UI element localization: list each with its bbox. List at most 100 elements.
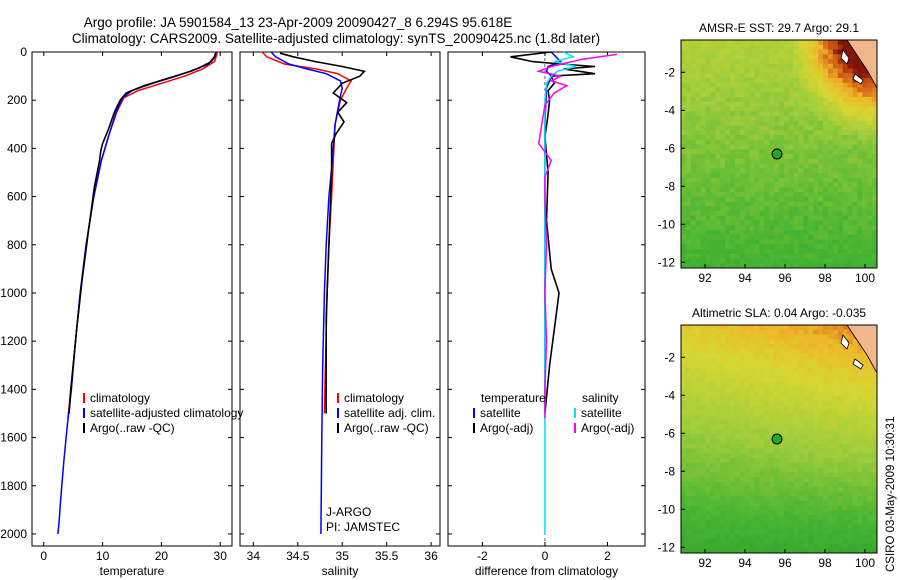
- map-cell: [823, 405, 829, 411]
- map-cell: [734, 82, 741, 88]
- map-cell: [769, 344, 775, 350]
- map-cell: [715, 405, 721, 411]
- map-cell: [681, 73, 687, 79]
- map-cell: [798, 510, 804, 516]
- map-cell: [808, 40, 814, 46]
- map-cell: [705, 139, 711, 145]
- map-cell: [749, 420, 755, 426]
- map-cell: [872, 515, 878, 521]
- map-cell: [793, 135, 799, 141]
- map-cell: [734, 467, 741, 473]
- map-cell: [744, 424, 750, 430]
- map-cell: [759, 358, 765, 364]
- map-cell: [783, 396, 790, 402]
- map-cell: [700, 358, 706, 364]
- map-cell: [730, 78, 736, 84]
- map-cell: [695, 101, 701, 107]
- map-cell: [818, 225, 824, 231]
- map-cell: [725, 87, 731, 93]
- map-cell: [813, 382, 819, 388]
- map-cell: [823, 429, 829, 435]
- map-cell: [754, 68, 760, 74]
- map-cell: [813, 201, 819, 207]
- map-cell: [749, 372, 755, 378]
- map-cell: [739, 477, 746, 483]
- map-cell: [828, 420, 834, 426]
- map-cell: [739, 467, 746, 473]
- map-cell: [793, 68, 799, 74]
- map-cell: [725, 500, 731, 506]
- map-cell: [759, 154, 765, 160]
- map-cell: [779, 239, 785, 245]
- map-cell: [847, 363, 853, 369]
- map-cell: [739, 120, 746, 126]
- map-cell: [837, 54, 844, 60]
- map-cell: [695, 353, 701, 359]
- map-cell: [803, 448, 809, 454]
- map-cell: [837, 125, 844, 131]
- map-cell: [739, 353, 746, 359]
- map-cell: [803, 434, 809, 440]
- map-cell: [828, 500, 834, 506]
- map-cell: [823, 49, 829, 55]
- map-cell: [783, 548, 790, 554]
- map-cell: [764, 429, 770, 435]
- map-cell: [803, 158, 809, 164]
- map-cell: [681, 97, 687, 103]
- map-cell: [857, 168, 863, 174]
- map-cell: [700, 348, 706, 354]
- map-cell: [769, 439, 775, 445]
- map-cell: [710, 201, 716, 207]
- map-cell: [788, 391, 795, 397]
- map-cell: [828, 429, 834, 435]
- map-cell: [842, 325, 848, 331]
- map-cell: [837, 467, 844, 473]
- map-cell: [779, 97, 785, 103]
- map-cell: [832, 500, 839, 506]
- map-cell: [754, 54, 760, 60]
- map-cell: [769, 59, 775, 65]
- map-cell: [842, 201, 848, 207]
- map-cell: [774, 144, 780, 150]
- map-cell: [813, 420, 819, 426]
- map-cell: [862, 187, 868, 193]
- map-cell: [793, 78, 799, 84]
- map-cell: [700, 206, 706, 212]
- map-cell: [705, 548, 711, 554]
- map-cell: [769, 249, 775, 255]
- map-cell: [847, 135, 853, 141]
- map-cell: [754, 149, 760, 155]
- map-cell: [857, 68, 863, 74]
- map-cell: [774, 382, 780, 388]
- map-cell: [710, 524, 716, 530]
- map-cell: [867, 192, 873, 198]
- map-cell: [739, 220, 746, 226]
- map-cell: [685, 443, 692, 449]
- map-cell: [867, 201, 873, 207]
- map-cell: [837, 548, 844, 554]
- map-cell: [759, 401, 765, 407]
- map-cell: [837, 177, 844, 183]
- map-cell: [700, 500, 706, 506]
- map-cell: [774, 548, 780, 554]
- map-cell: [710, 405, 716, 411]
- map-cell: [818, 410, 824, 416]
- map-cell: [710, 401, 716, 407]
- map-cell: [764, 391, 770, 397]
- map-cell: [818, 496, 824, 502]
- map-cell: [803, 462, 809, 468]
- map-cell: [847, 68, 853, 74]
- map-cell: [690, 234, 697, 240]
- map-cell: [813, 453, 819, 459]
- map-cell: [803, 230, 809, 236]
- map-cell: [828, 258, 834, 264]
- map-cell: [730, 163, 736, 169]
- map-cell: [842, 491, 848, 497]
- map-cell: [769, 548, 775, 554]
- map-cell: [695, 144, 701, 150]
- map-cell: [710, 453, 716, 459]
- map-cell: [769, 258, 775, 264]
- map-cell: [681, 472, 687, 478]
- map-cell: [725, 372, 731, 378]
- map-cell: [769, 472, 775, 478]
